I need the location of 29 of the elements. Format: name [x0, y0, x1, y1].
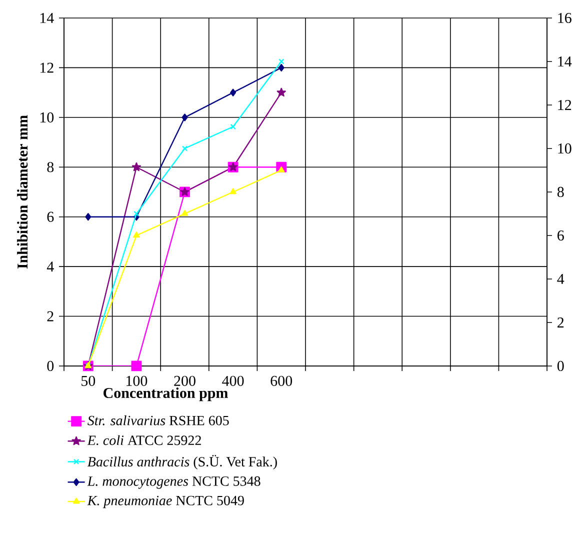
y2-tick-label: 14	[558, 56, 572, 66]
y-tick-label: 12	[40, 62, 54, 73]
y-tick-label: 10	[40, 112, 54, 122]
y-tick-label: 8	[47, 162, 54, 172]
legend-label: L. monocytogenes NCTC 5348	[87, 476, 260, 489]
y2-tick-label: 0	[557, 360, 564, 372]
y-tick-label: 14	[40, 13, 54, 23]
y2-tick-label: 4	[557, 274, 564, 284]
x-axis-title: Concentration ppm	[104, 388, 228, 402]
legend-label: Str. salivarius RSHE 605	[88, 415, 229, 426]
legend-label: K. pneumoniae NCTC 5049	[87, 496, 244, 508]
legend-label: E. coli ATCC 25922	[87, 435, 201, 446]
y-axis-title: Inhibition diameter mm	[17, 115, 28, 269]
x-tick-label: 400	[222, 376, 244, 386]
y2-tick-label: 12	[558, 100, 572, 110]
y2-tick-label: 2	[558, 318, 564, 328]
x-tick-label: 50	[82, 376, 96, 386]
y-tick-label: 4	[46, 262, 54, 272]
x-tick-label: 600	[270, 376, 292, 386]
y2-tick-label: 16	[558, 12, 572, 24]
y2-tick-label: 8	[557, 186, 564, 198]
x-tick-label: 200	[174, 376, 196, 386]
y-tick-label: 6	[47, 212, 54, 222]
y2-tick-label: 10	[558, 143, 572, 154]
x-tick-label: 100	[126, 376, 148, 386]
y-tick-label: 2	[47, 311, 54, 322]
y2-tick-label: 6	[558, 230, 564, 241]
y-tick-label: 0	[47, 360, 54, 372]
legend-label: Bacillus anthracis (S.Ü. Vet Fak.)	[88, 455, 277, 470]
